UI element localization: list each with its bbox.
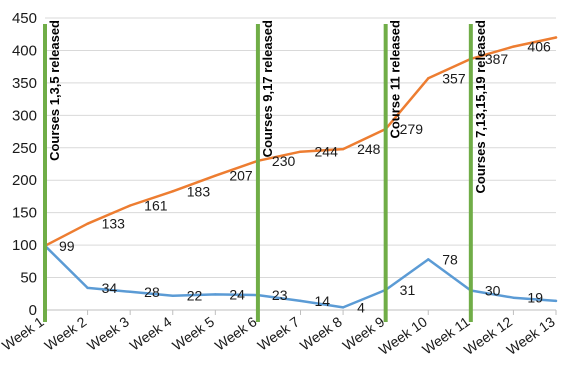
data-label: 161 — [144, 198, 168, 214]
data-point — [171, 190, 174, 193]
data-point — [427, 77, 430, 80]
data-label: 406 — [527, 39, 551, 55]
y-tick-label: 450 — [12, 10, 37, 27]
x-tick-label: Week 13 — [503, 313, 557, 358]
data-point — [554, 299, 558, 303]
data-label: 34 — [102, 280, 118, 296]
data-label: 31 — [400, 282, 416, 298]
data-label: 22 — [187, 288, 203, 304]
x-tick-label: Week 1 — [0, 313, 47, 353]
data-label: 207 — [229, 168, 253, 184]
series-line-2 — [43, 244, 558, 309]
data-point — [214, 174, 217, 177]
data-label: 30 — [485, 283, 501, 299]
y-tick-label: 250 — [12, 140, 37, 157]
x-tick-label: Week 5 — [169, 313, 217, 353]
x-tick-label: Week 7 — [254, 313, 302, 353]
data-label: 183 — [187, 183, 211, 199]
x-tick-label: Week 3 — [84, 313, 132, 353]
release-annotation-text: Courses 9,17 released — [260, 20, 275, 157]
data-label: 230 — [272, 153, 296, 169]
y-tick-label: 200 — [12, 172, 37, 189]
data-point — [341, 306, 345, 309]
data-label: 99 — [59, 238, 75, 254]
y-tick-label: 0 — [29, 302, 37, 319]
data-label: 4 — [357, 299, 365, 315]
data-point — [341, 147, 345, 151]
data-label: 248 — [357, 141, 381, 157]
release-annotation-text: Course 11 released — [388, 20, 403, 139]
data-point — [86, 286, 89, 290]
data-label: 23 — [272, 287, 288, 303]
data-point — [128, 290, 132, 294]
data-label: 14 — [315, 293, 331, 309]
data-point — [128, 204, 132, 207]
release-annotation-text: Courses 1,3,5 released — [47, 20, 62, 161]
y-axis-ticks: 0 50 100 150 200 250 300 350 400 450 — [12, 10, 37, 319]
data-point — [427, 258, 430, 261]
data-label: 24 — [229, 286, 245, 302]
x-tick-label: Week 4 — [127, 313, 175, 353]
data-point — [214, 293, 217, 296]
y-tick-label: 350 — [12, 75, 37, 92]
data-point — [554, 36, 558, 39]
data-point — [512, 45, 515, 48]
gridlines — [45, 17, 556, 279]
data-point — [512, 296, 515, 299]
data-point — [299, 150, 302, 153]
data-label: 78 — [442, 251, 458, 267]
data-label: 19 — [527, 290, 543, 306]
data-point — [86, 222, 89, 225]
x-tick-label: Week 6 — [212, 313, 260, 353]
data-point — [171, 294, 174, 297]
x-tick-label: Week 8 — [297, 313, 345, 353]
release-annotation-text: Courses 7,13,15,19 released — [473, 20, 488, 194]
data-point — [299, 299, 302, 303]
data-label: 28 — [144, 284, 160, 300]
data-label: 279 — [400, 121, 424, 137]
x-tick-label: Week 2 — [41, 313, 89, 353]
y-tick-label: 100 — [12, 237, 37, 254]
y-tick-label: 300 — [12, 107, 37, 124]
data-label: 133 — [102, 216, 126, 232]
y-tick-label: 50 — [20, 270, 37, 287]
data-label: 244 — [315, 144, 339, 160]
y-tick-label: 400 — [12, 42, 37, 59]
release-annotations: Courses 1,3,5 released Courses 9,17 relea… — [43, 20, 488, 322]
y-tick-label: 150 — [12, 205, 37, 222]
data-label: 357 — [442, 70, 466, 86]
data-label: 387 — [485, 51, 509, 67]
